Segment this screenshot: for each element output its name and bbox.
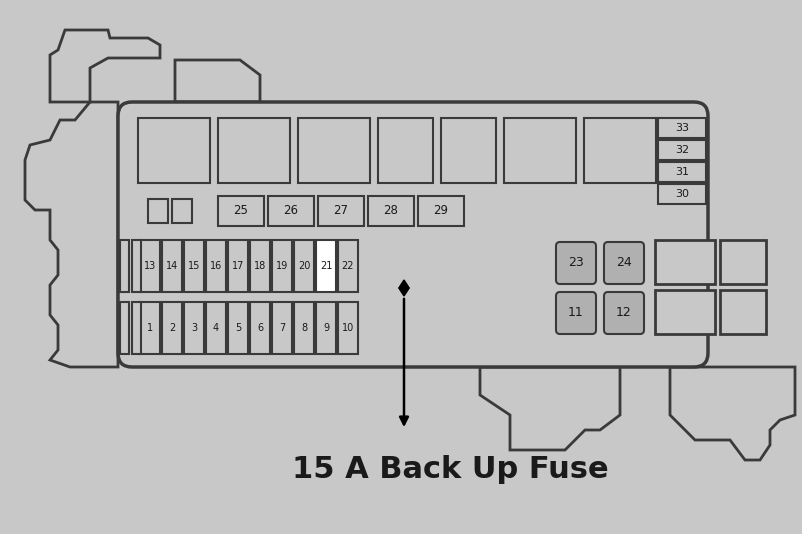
Text: 14: 14 [166, 261, 178, 271]
Bar [294, 302, 314, 354]
Bar [268, 196, 314, 226]
Bar [206, 240, 225, 292]
Text: 31: 31 [674, 167, 688, 177]
Bar [298, 118, 370, 183]
Bar [249, 302, 269, 354]
Polygon shape [50, 30, 160, 102]
FancyBboxPatch shape [603, 292, 643, 334]
Bar [654, 240, 714, 284]
FancyBboxPatch shape [555, 242, 595, 284]
Text: 24: 24 [615, 256, 631, 270]
Bar [206, 302, 225, 354]
Bar [162, 302, 182, 354]
Text: 3: 3 [191, 323, 196, 333]
Text: 7: 7 [278, 323, 285, 333]
Text: 23: 23 [568, 256, 583, 270]
Text: 28: 28 [383, 205, 398, 217]
FancyBboxPatch shape [603, 242, 643, 284]
Bar [217, 118, 290, 183]
Polygon shape [399, 280, 409, 296]
Bar [418, 196, 464, 226]
Bar [217, 196, 264, 226]
Bar [119, 302, 129, 354]
Bar [138, 118, 210, 183]
Text: 19: 19 [276, 261, 288, 271]
Bar [719, 290, 765, 334]
Bar [657, 118, 705, 138]
Bar [184, 302, 204, 354]
Bar [140, 302, 160, 354]
Text: 8: 8 [301, 323, 306, 333]
Text: 10: 10 [342, 323, 354, 333]
Bar [504, 118, 575, 183]
Polygon shape [480, 367, 619, 450]
Text: 15 A Back Up Fuse: 15 A Back Up Fuse [291, 456, 608, 484]
Bar [249, 240, 269, 292]
Bar [338, 302, 358, 354]
Polygon shape [175, 60, 260, 102]
Bar [294, 240, 314, 292]
Text: 12: 12 [615, 307, 631, 319]
Bar [654, 290, 714, 334]
Bar [140, 240, 160, 292]
Bar [132, 240, 141, 292]
Bar [657, 162, 705, 182]
Bar [272, 302, 292, 354]
Text: 13: 13 [144, 261, 156, 271]
Bar [367, 196, 414, 226]
Text: 30: 30 [674, 189, 688, 199]
Text: 4: 4 [213, 323, 219, 333]
Bar [228, 240, 248, 292]
Text: 33: 33 [674, 123, 688, 133]
Text: 1: 1 [147, 323, 153, 333]
Bar [378, 118, 432, 183]
Text: 9: 9 [322, 323, 329, 333]
Bar [657, 184, 705, 204]
Bar [316, 302, 335, 354]
FancyBboxPatch shape [555, 292, 595, 334]
Bar [184, 240, 204, 292]
FancyBboxPatch shape [118, 102, 707, 367]
Bar [228, 302, 248, 354]
Bar [316, 240, 335, 292]
Text: 17: 17 [232, 261, 244, 271]
Text: 5: 5 [234, 323, 241, 333]
Text: 32: 32 [674, 145, 688, 155]
Text: 29: 29 [433, 205, 448, 217]
Bar [583, 118, 655, 183]
Bar [657, 140, 705, 160]
Text: 20: 20 [298, 261, 310, 271]
Text: 16: 16 [209, 261, 222, 271]
Bar [172, 199, 192, 223]
Text: 2: 2 [168, 323, 175, 333]
Text: 11: 11 [568, 307, 583, 319]
Bar [132, 302, 141, 354]
Text: 26: 26 [283, 205, 298, 217]
Bar [272, 240, 292, 292]
Polygon shape [25, 102, 118, 367]
Bar [119, 240, 129, 292]
Bar [338, 240, 358, 292]
Text: 6: 6 [257, 323, 263, 333]
Bar [148, 199, 168, 223]
Text: 18: 18 [253, 261, 265, 271]
Text: 15: 15 [188, 261, 200, 271]
Text: 27: 27 [333, 205, 348, 217]
Polygon shape [669, 367, 794, 460]
Bar [162, 240, 182, 292]
Text: 22: 22 [342, 261, 354, 271]
Text: 21: 21 [319, 261, 332, 271]
Bar [719, 240, 765, 284]
Bar [318, 196, 363, 226]
Bar [440, 118, 496, 183]
Text: 25: 25 [233, 205, 248, 217]
